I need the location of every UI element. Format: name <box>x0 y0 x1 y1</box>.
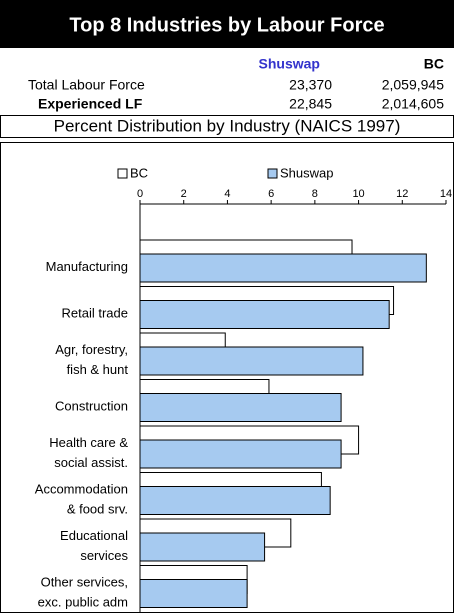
category-line: & food srv. <box>67 502 128 517</box>
category-line: social assist. <box>54 455 128 470</box>
subtitle: Percent Distribution by Industry (NAICS … <box>54 116 401 135</box>
legend-label: BC <box>130 165 148 180</box>
bar <box>139 393 342 422</box>
category-label: Retail trade <box>62 306 128 321</box>
bar <box>139 346 364 376</box>
category-line: fish & hunt <box>67 362 129 377</box>
x-tick-label: 2 <box>181 188 187 200</box>
cell: 2,014,605 <box>382 96 444 112</box>
category-label: Health care & social assist. <box>49 435 128 470</box>
x-tick-label: 0 <box>137 188 143 200</box>
category-label: Other services, exc. public adm <box>38 575 128 610</box>
x-tick-label: 4 <box>224 188 230 200</box>
bar <box>139 486 331 515</box>
category-line: Retail trade <box>62 306 128 321</box>
x-tick-label: 6 <box>268 188 274 200</box>
category-label: Manufacturing <box>46 259 128 274</box>
category-line: Health care & <box>49 435 128 450</box>
title: Top 8 Industries by Labour Force <box>69 14 384 36</box>
cell: 2,059,945 <box>382 77 444 93</box>
category-label: Construction <box>55 399 128 414</box>
category-line: Construction <box>55 399 128 414</box>
bar <box>139 532 266 562</box>
category-line: exc. public adm <box>38 595 128 610</box>
x-tick-label: 12 <box>396 188 408 200</box>
category-line: services <box>80 548 128 563</box>
row-label: Total Labour Force <box>28 77 145 93</box>
category-line: Agr, forestry, <box>55 342 128 357</box>
x-tick-label: 8 <box>312 188 318 200</box>
x-tick-label: 14 <box>440 188 452 200</box>
bar <box>139 300 390 329</box>
category-line: Manufacturing <box>46 259 128 274</box>
title-bar <box>0 0 454 48</box>
bar <box>139 439 342 469</box>
bar <box>139 253 427 283</box>
category-line: Educational <box>60 528 128 543</box>
legend-swatch <box>117 168 128 179</box>
category-label: Educational services <box>60 528 128 563</box>
column-header: Shuswap <box>259 56 320 72</box>
column-header: BC <box>424 56 444 72</box>
category-line: Other services, <box>41 575 128 590</box>
category-label: Agr, forestry, fish & hunt <box>55 342 128 377</box>
cell: 23,370 <box>289 77 332 93</box>
bar <box>139 579 248 608</box>
legend-label: Shuswap <box>280 165 333 180</box>
legend-swatch <box>267 168 278 179</box>
cell: 22,845 <box>289 96 332 112</box>
category-line: Accommodation <box>35 482 128 497</box>
row-label: Experienced LF <box>38 96 143 112</box>
category-label: Accommodation & food srv. <box>35 482 128 517</box>
x-tick-label: 10 <box>352 188 364 200</box>
